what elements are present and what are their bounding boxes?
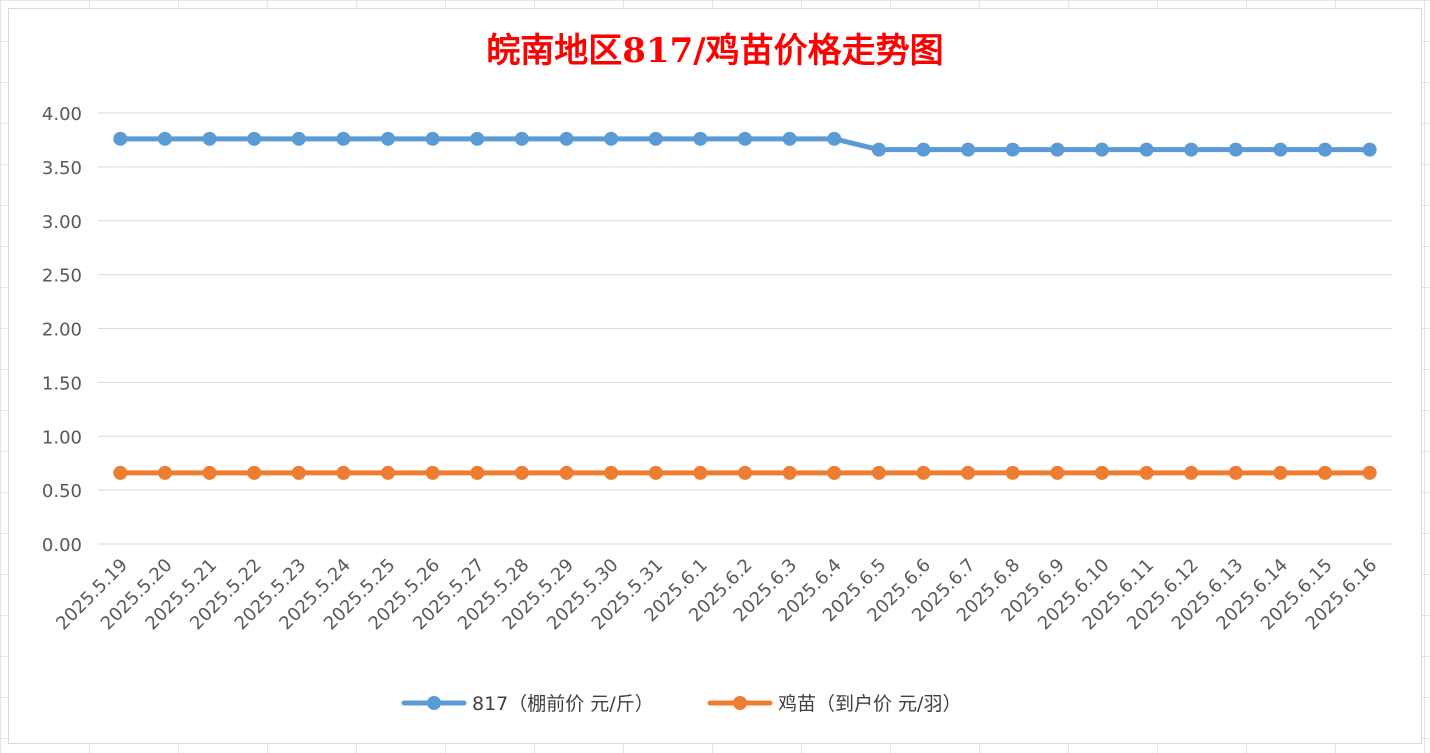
data-point[interactable] [1273,465,1288,480]
data-point[interactable] [381,465,396,480]
y-tick-label: 2.50 [42,266,82,287]
y-tick-label: 0.50 [42,481,82,502]
gridlines [98,112,1392,545]
data-point[interactable] [693,465,708,480]
data-point[interactable] [425,131,440,146]
data-point[interactable] [1050,465,1065,480]
legend-label: 鸡苗（到户价 元/羽） [778,693,961,715]
legend-item[interactable]: 鸡苗（到户价 元/羽） [707,693,961,715]
legend-swatch-marker [733,696,747,710]
y-tick-label: 3.00 [42,212,82,233]
data-point[interactable] [1228,142,1243,157]
data-point[interactable] [961,465,976,480]
data-point[interactable] [1184,142,1199,157]
data-point[interactable] [916,142,931,157]
chart-title: 皖南地区817/鸡苗价格走势图 [486,31,943,71]
data-point[interactable] [782,465,797,480]
data-point[interactable] [425,465,440,480]
data-point[interactable] [336,465,351,480]
data-point[interactable] [1005,142,1020,157]
data-point[interactable] [827,465,842,480]
data-point[interactable] [1094,142,1109,157]
data-point[interactable] [514,465,529,480]
data-point[interactable] [470,131,485,146]
data-point[interactable] [202,465,217,480]
y-tick-label: 4.00 [42,104,82,125]
data-point[interactable] [157,465,172,480]
legend-label: 817（棚前价 元/斤） [472,693,654,715]
y-tick-label: 1.00 [42,427,82,448]
y-tick-label: 2.00 [42,320,82,341]
chart-frame[interactable] [8,8,1422,744]
data-point[interactable] [381,131,396,146]
data-point[interactable] [604,465,619,480]
legend-swatch-marker [427,696,441,710]
data-point[interactable] [1318,142,1333,157]
data-point[interactable] [1139,465,1154,480]
data-point[interactable] [1184,465,1199,480]
data-point[interactable] [157,131,172,146]
data-point[interactable] [514,131,529,146]
data-point[interactable] [1273,142,1288,157]
data-point[interactable] [470,465,485,480]
data-point[interactable] [247,131,262,146]
data-point[interactable] [871,465,886,480]
data-point[interactable] [1362,465,1377,480]
data-point[interactable] [648,131,663,146]
data-point[interactable] [291,131,306,146]
y-tick-label: 3.50 [42,158,82,179]
series-2[interactable] [113,465,1377,480]
data-point[interactable] [1228,465,1243,480]
data-point[interactable] [648,465,663,480]
data-point[interactable] [782,131,797,146]
data-point[interactable] [559,465,574,480]
data-point[interactable] [1139,142,1154,157]
data-point[interactable] [559,131,574,146]
data-point[interactable] [247,465,262,480]
data-point[interactable] [291,465,306,480]
data-point[interactable] [604,131,619,146]
legend-item[interactable]: 817（棚前价 元/斤） [401,693,654,715]
data-point[interactable] [693,131,708,146]
data-point[interactable] [1005,465,1020,480]
data-point[interactable] [827,131,842,146]
data-point[interactable] [202,131,217,146]
data-point[interactable] [738,465,752,480]
data-point[interactable] [738,131,752,146]
data-point[interactable] [1094,465,1109,480]
series-1[interactable] [113,131,1377,157]
data-point[interactable] [1318,465,1333,480]
data-point[interactable] [1362,142,1377,157]
y-tick-label: 1.50 [42,373,82,394]
data-point[interactable] [871,142,886,157]
legend: 817（棚前价 元/斤） 鸡苗（到户价 元/羽） [401,693,961,715]
y-axis-ticks: 0.00 0.50 1.00 1.50 2.00 2.50 3.00 3.50 4.00 [42,104,82,556]
series-layer [113,131,1377,480]
data-point[interactable] [113,465,128,480]
y-tick-label: 0.00 [42,535,82,556]
data-point[interactable] [961,142,976,157]
data-point[interactable] [113,131,128,146]
x-axis-ticks: 2025.5.192025.5.202025.5.212025.5.222025… [52,555,1381,635]
data-point[interactable] [916,465,931,480]
data-point[interactable] [336,131,351,146]
data-point[interactable] [1050,142,1065,157]
